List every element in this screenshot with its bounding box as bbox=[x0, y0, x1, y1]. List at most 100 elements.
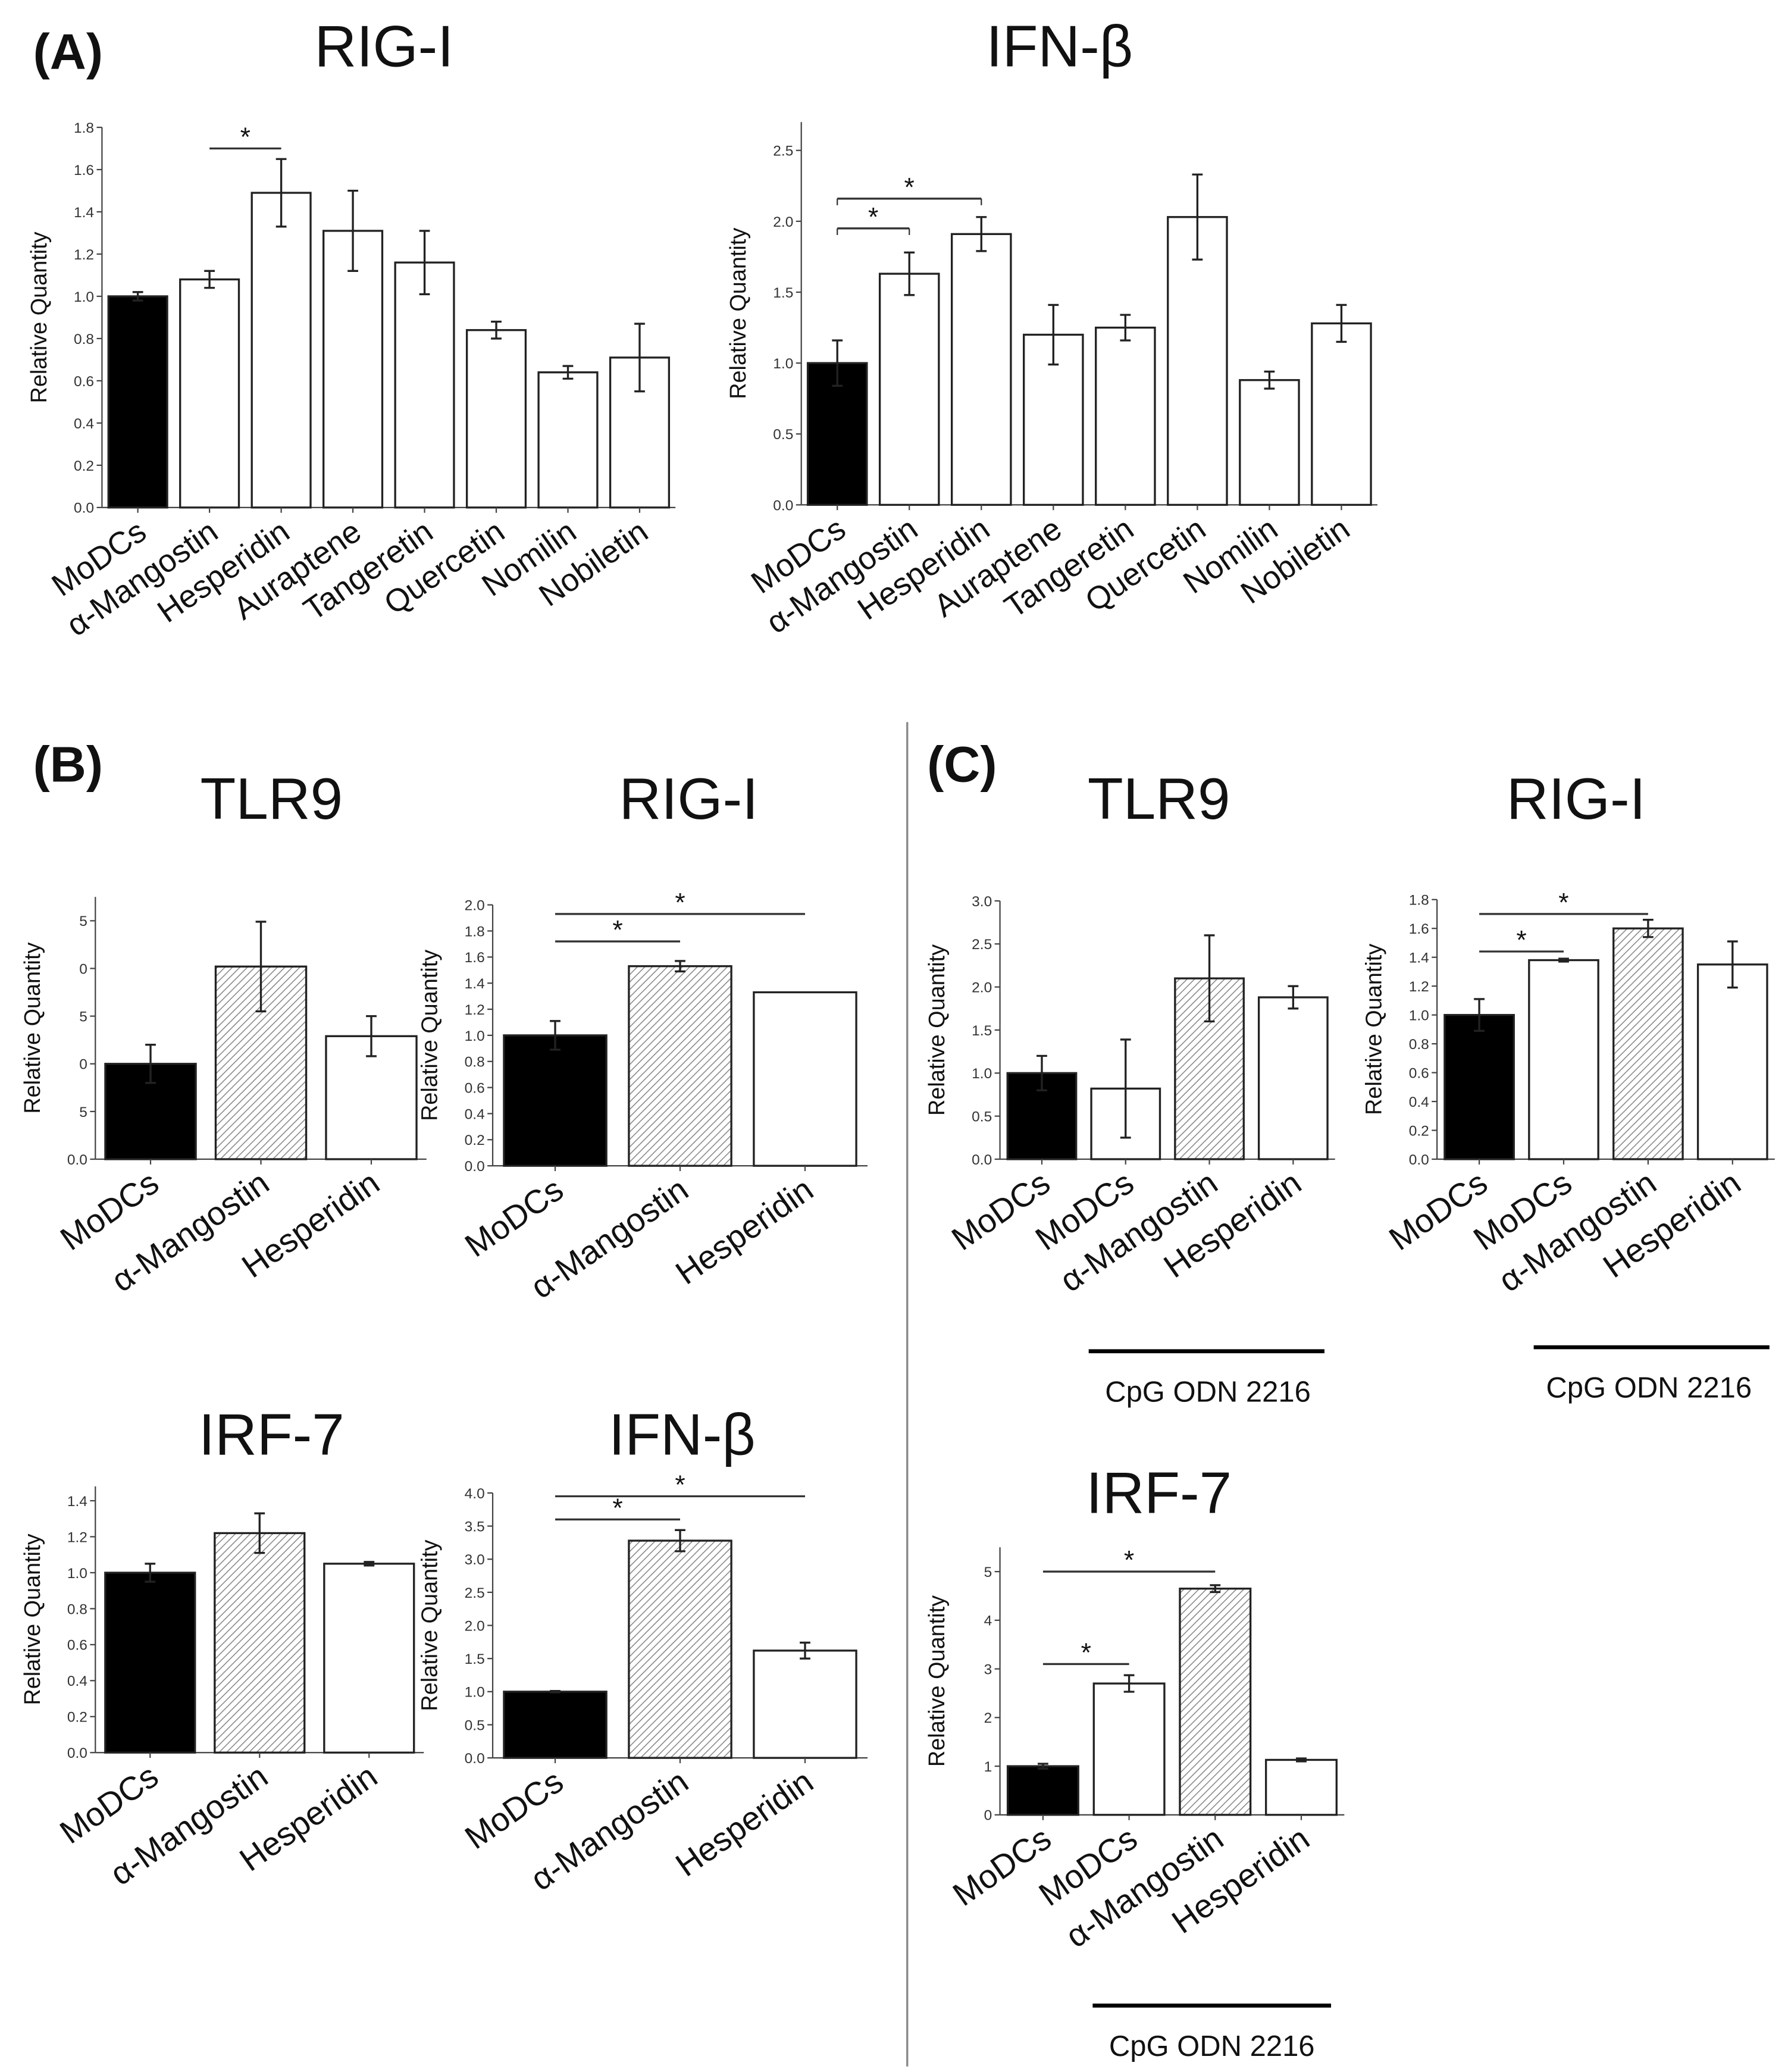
y-tick-label: 1.0 bbox=[67, 1566, 87, 1582]
bar bbox=[1167, 216, 1228, 506]
bar bbox=[179, 278, 240, 509]
significance-asterisk: * bbox=[904, 173, 915, 202]
chart-title: RIG-I bbox=[619, 766, 759, 831]
y-axis-label: Relative Quantity bbox=[27, 231, 52, 403]
y-tick-label: 1.5 bbox=[972, 1023, 992, 1039]
significance-asterisk: * bbox=[1124, 1546, 1134, 1575]
bar bbox=[1095, 326, 1156, 506]
y-tick-label: 0.0 bbox=[67, 1745, 87, 1761]
y-tick-label: 0.5 bbox=[465, 1717, 485, 1733]
significance-asterisk: * bbox=[612, 916, 622, 945]
y-tick-label: 5 bbox=[79, 1009, 87, 1025]
y-tick-label: 4.0 bbox=[465, 1486, 485, 1502]
y-tick-label: 2 bbox=[984, 1710, 992, 1726]
x-tick-label: Hesperidin bbox=[669, 1170, 819, 1291]
y-tick-label: 5 bbox=[984, 1564, 992, 1580]
y-tick-label: 0.8 bbox=[465, 1054, 485, 1071]
y-tick-label: 1.8 bbox=[74, 120, 94, 136]
y-tick-label: 2.5 bbox=[773, 143, 793, 159]
cpg-label-c-rig-i: CpG ODN 2216 bbox=[1546, 1372, 1752, 1404]
bar bbox=[1264, 1758, 1338, 1816]
y-tick-label: 0.0 bbox=[465, 1751, 485, 1767]
chart-title: TLR9 bbox=[201, 766, 343, 831]
bar bbox=[753, 1650, 857, 1759]
significance-asterisk: * bbox=[1516, 926, 1526, 955]
y-tick-label: 0.4 bbox=[465, 1106, 485, 1122]
chart-title: IRF-7 bbox=[199, 1401, 345, 1467]
y-tick-label: 0.4 bbox=[67, 1673, 87, 1689]
y-tick-label: 1.0 bbox=[773, 356, 793, 372]
y-tick-label: 0.6 bbox=[465, 1080, 485, 1096]
y-tick-label: 1.8 bbox=[1409, 893, 1429, 909]
y-tick-label: 1.0 bbox=[465, 1028, 485, 1044]
y-tick-label: 3 bbox=[984, 1661, 992, 1677]
y-tick-label: 0.2 bbox=[74, 458, 94, 474]
chart-title: RIG-I bbox=[315, 14, 454, 79]
bar bbox=[214, 1532, 306, 1754]
y-tick-label: 1.0 bbox=[74, 289, 94, 305]
x-tick-label: MoDCs bbox=[946, 1820, 1057, 1913]
y-tick-label: 0.5 bbox=[773, 427, 793, 443]
chart-title: IFN-β bbox=[609, 1401, 756, 1467]
bar bbox=[753, 991, 857, 1167]
y-tick-label: 0 bbox=[984, 1808, 992, 1824]
y-tick-label: 0.2 bbox=[465, 1132, 485, 1148]
y-axis-label: Relative Quantity bbox=[418, 950, 443, 1121]
chart-c-tlr9: TLR9 Relative Quantity 0.0 0.5 1.0 1.5 2.0 2.5 3… bbox=[925, 766, 1335, 1299]
y-axis-label: Relative Quantity bbox=[925, 1595, 950, 1767]
y-tick-label: 1.8 bbox=[465, 924, 485, 940]
bar bbox=[1092, 1682, 1166, 1816]
chart-title: RIG-I bbox=[1507, 766, 1646, 831]
y-tick-label: 0.0 bbox=[67, 1152, 87, 1168]
y-tick-label: 0.8 bbox=[67, 1601, 87, 1617]
bar bbox=[878, 273, 940, 506]
bar bbox=[628, 1539, 732, 1759]
bar bbox=[1612, 927, 1684, 1160]
y-tick-label: 0.0 bbox=[972, 1152, 992, 1168]
y-tick-label: 1.5 bbox=[465, 1651, 485, 1667]
bar bbox=[1239, 379, 1300, 506]
y-tick-label: 1.5 bbox=[773, 285, 793, 301]
bar bbox=[465, 329, 527, 509]
chart-title: TLR9 bbox=[1088, 766, 1230, 831]
y-tick-label: 1.2 bbox=[1409, 979, 1429, 995]
y-tick-label: 3.0 bbox=[972, 894, 992, 910]
panel-label-a: (A) bbox=[33, 23, 103, 80]
y-tick-label: 4 bbox=[984, 1613, 992, 1629]
y-tick-label: 2.0 bbox=[972, 980, 992, 996]
x-tick-label: MoDCs bbox=[458, 1170, 569, 1264]
bar bbox=[104, 1572, 196, 1754]
bar bbox=[628, 965, 732, 1167]
y-tick-label: 1.0 bbox=[972, 1066, 992, 1082]
significance-asterisk: * bbox=[612, 1494, 622, 1523]
chart-b-ifn-b: IFN-β Relative Quantity 0.0 0.5 1.0 1.5 2.0 2.5… bbox=[418, 1401, 868, 1898]
y-tick-label: 2.5 bbox=[972, 937, 992, 953]
y-tick-label: 0.8 bbox=[1409, 1037, 1429, 1053]
y-tick-label: 2.0 bbox=[773, 214, 793, 230]
y-tick-label: 1.6 bbox=[74, 162, 94, 179]
y-tick-label: 0.6 bbox=[74, 374, 94, 390]
bar bbox=[323, 1563, 415, 1754]
y-tick-label: 3.0 bbox=[465, 1552, 485, 1568]
y-tick-label: 1.2 bbox=[74, 247, 94, 263]
y-tick-label: 0.6 bbox=[1409, 1065, 1429, 1081]
y-tick-label: 0.4 bbox=[1409, 1094, 1429, 1110]
panel-label-c: (C) bbox=[927, 736, 997, 793]
y-tick-label: 0.0 bbox=[74, 500, 94, 517]
y-axis-label: Relative Quantity bbox=[726, 228, 751, 399]
y-axis-label: Relative Quantity bbox=[925, 944, 950, 1116]
y-axis-label: Relative Quantity bbox=[20, 1533, 45, 1705]
y-tick-label: 1.4 bbox=[67, 1494, 87, 1510]
cpg-label-c-tlr9: CpG ODN 2216 bbox=[1105, 1376, 1311, 1408]
bar bbox=[1696, 963, 1768, 1160]
chart-b-irf-7: IRF-7 Relative Quantity 0.0 0.2 0.4 0.6 0.8 1.0… bbox=[20, 1401, 424, 1892]
y-tick-label: 0 bbox=[79, 961, 87, 977]
y-tick-label: 0.0 bbox=[773, 497, 793, 514]
y-tick-label: 5 bbox=[79, 1104, 87, 1120]
y-tick-label: 2.0 bbox=[465, 898, 485, 914]
y-tick-label: 0 bbox=[79, 1057, 87, 1073]
y-axis-label: Relative Quantity bbox=[1362, 944, 1387, 1115]
y-tick-label: 0.0 bbox=[465, 1159, 485, 1175]
